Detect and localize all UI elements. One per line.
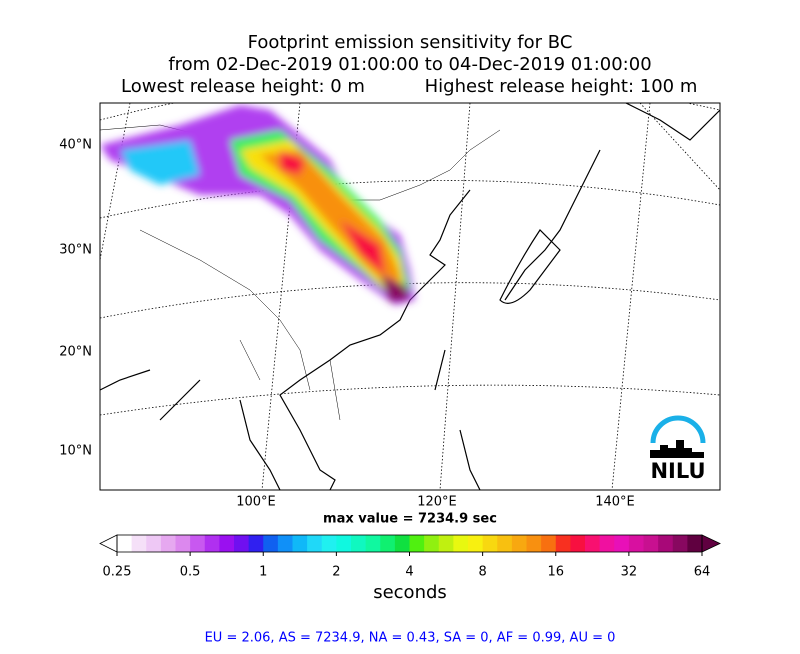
colorbar-tick-label: 16 <box>547 565 564 580</box>
colorbar-segment <box>307 535 323 552</box>
colorbar-segment <box>541 535 557 552</box>
colorbar-tick-label: 1 <box>259 565 267 580</box>
colorbar-segment <box>190 535 206 552</box>
colorbar-segment <box>570 535 586 552</box>
colorbar-segment <box>365 535 381 552</box>
colorbar-segment <box>248 535 264 552</box>
colorbar-segment <box>628 535 644 552</box>
colorbar-segment <box>672 535 688 552</box>
colorbar-segment <box>351 535 367 552</box>
title-line: from 02-Dec-2019 01:00:00 to 04-Dec-2019… <box>168 54 651 75</box>
colorbar-segment <box>643 535 659 552</box>
colorbar-segment <box>497 535 513 552</box>
colorbar-tick-label: 0.25 <box>103 565 132 580</box>
lat-label: 20°N <box>59 345 92 360</box>
colorbar-segment <box>292 535 308 552</box>
colorbar-segment <box>614 535 630 552</box>
colorbar-segment <box>511 535 527 552</box>
release-height: Lowest release height: 0 m <box>121 76 365 97</box>
colorbar-segment <box>599 535 615 552</box>
map <box>100 103 720 490</box>
max-value: max value = 7234.9 sec <box>323 512 497 527</box>
colorbar-segment <box>526 535 542 552</box>
colorbar-segment <box>438 535 454 552</box>
lat-label: 40°N <box>59 138 92 153</box>
lat-label: 30°N <box>59 243 92 258</box>
colorbar-segment <box>146 535 162 552</box>
colorbar-over <box>701 534 721 553</box>
colorbar-segment <box>409 535 425 552</box>
colorbar-tick-label: 4 <box>405 565 413 580</box>
map-frame <box>99 102 721 491</box>
lon-label: 120°E <box>417 495 457 510</box>
colorbar-segment <box>687 535 703 552</box>
colorbar-segment <box>131 535 147 552</box>
colorbar-segment <box>175 535 191 552</box>
lat-label: 10°N <box>59 444 92 459</box>
colorbar-segment <box>117 535 133 552</box>
lon-label: 100°E <box>236 495 276 510</box>
colorbar-segment <box>468 535 484 552</box>
colorbar-tick-label: 0.5 <box>180 565 201 580</box>
logo: NILU <box>650 415 706 483</box>
release-height: Highest release height: 100 m <box>425 76 698 97</box>
colorbar-segment <box>219 535 235 552</box>
logo-text: NILU <box>650 459 705 483</box>
colorbar-segment <box>482 535 498 552</box>
colorbar-tick-label: 8 <box>478 565 486 580</box>
colorbar-under <box>99 534 118 553</box>
colorbar-segment <box>204 535 220 552</box>
colorbar-label: seconds <box>373 582 447 603</box>
title-line: Footprint emission sensitivity for BC <box>248 32 573 53</box>
colorbar-segment <box>234 535 250 552</box>
colorbar-segment <box>555 535 571 552</box>
colorbar-tick-label: 32 <box>621 565 638 580</box>
coastline <box>100 103 720 490</box>
colorbar-segment <box>277 535 293 552</box>
colorbar-tick-label: 64 <box>694 565 711 580</box>
colorbar: 0.25 0.5 1 2 4 8 16 32 64 <box>99 534 721 580</box>
colorbar-segment <box>394 535 410 552</box>
colorbar-segment <box>658 535 674 552</box>
plume <box>100 105 415 305</box>
colorbar-tick-label: 2 <box>332 565 340 580</box>
colorbar-segment <box>380 535 396 552</box>
colorbar-segment <box>336 535 352 552</box>
colorbar-segment <box>263 535 279 552</box>
colorbar-segment <box>585 535 601 552</box>
colorbar-segment <box>453 535 469 552</box>
footer: EU = 2.06, AS = 7234.9, NA = 0.43, SA = … <box>205 631 616 646</box>
colorbar-segment <box>160 535 176 552</box>
colorbar-segment <box>321 535 337 552</box>
lon-label: 140°E <box>595 495 635 510</box>
colorbar-segment <box>424 535 440 552</box>
